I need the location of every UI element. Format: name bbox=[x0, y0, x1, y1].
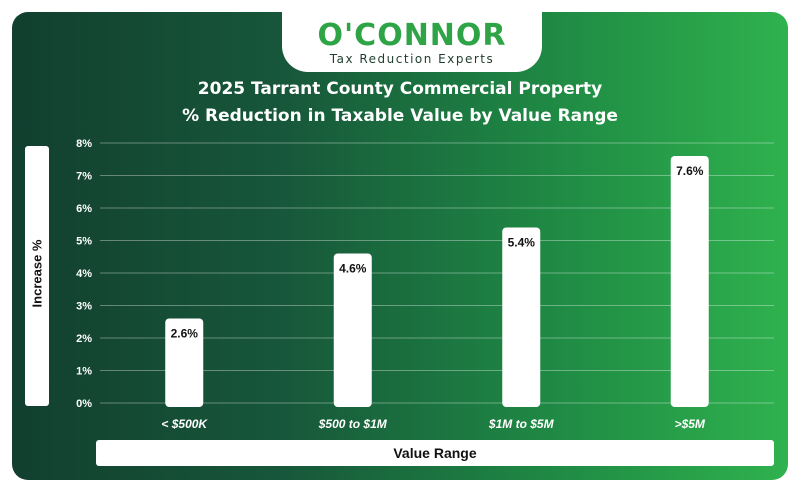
y-tick-label: 8% bbox=[76, 138, 92, 150]
bar bbox=[333, 253, 372, 407]
x-axis-label: Value Range bbox=[393, 445, 477, 461]
chart-title: 2025 Tarrant County Commercial Property bbox=[197, 79, 603, 99]
x-tick-label: < $500K bbox=[161, 417, 208, 431]
x-tick-label: $1M to $5M bbox=[488, 417, 555, 431]
y-tick-label: 3% bbox=[76, 301, 92, 313]
logo-tagline: Tax Reduction Experts bbox=[329, 52, 495, 66]
x-axis-label-box: Value Range bbox=[96, 440, 774, 466]
logo-tab: O'CONNOR Tax Reduction Experts bbox=[282, 12, 542, 72]
y-tick-label: 2% bbox=[76, 333, 92, 345]
bar bbox=[670, 156, 709, 407]
y-tick-label: 5% bbox=[76, 236, 92, 248]
y-tick-label: 1% bbox=[76, 366, 92, 378]
x-tick-label: >$5M bbox=[675, 417, 706, 431]
bar-data-label: 7.6% bbox=[676, 164, 704, 178]
logo-wordmark: O'CONNOR bbox=[317, 18, 507, 53]
y-tick-label: 4% bbox=[76, 268, 92, 280]
bar-data-label: 2.6% bbox=[171, 327, 199, 341]
chart-subtitle: % Reduction in Taxable Value by Value Ra… bbox=[182, 106, 618, 126]
chart-card: O'CONNOR Tax Reduction Experts 2025 Tarr… bbox=[12, 12, 788, 480]
x-tick-label: $500 to $1M bbox=[318, 417, 388, 431]
y-tick-label: 7% bbox=[76, 171, 92, 183]
y-tick-label: 6% bbox=[76, 203, 92, 215]
bar-data-label: 4.6% bbox=[339, 262, 367, 276]
bar bbox=[502, 227, 541, 407]
bar-chart: 0% 1% 2% 3% 4% 5% 6% 7% 8% 2.6% < $500K 4.6% $500 to… bbox=[76, 138, 774, 431]
y-axis-label-box: Increase % bbox=[25, 146, 49, 406]
bar-data-label: 5.4% bbox=[508, 236, 536, 250]
y-tick-label: 0% bbox=[76, 398, 92, 410]
bar bbox=[165, 318, 204, 407]
